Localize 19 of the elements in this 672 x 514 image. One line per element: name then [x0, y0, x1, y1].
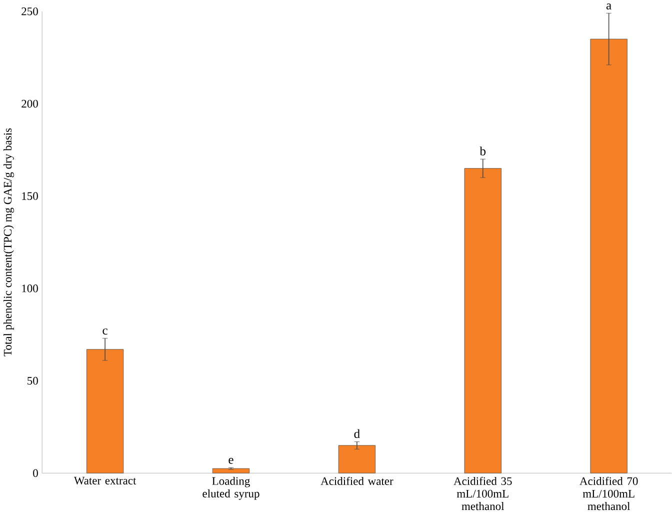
- x-tick-label: Acidified 35 mL/100mL methanol: [454, 477, 512, 510]
- y-tick-label: 150: [22, 192, 38, 200]
- y-tick-label: 200: [22, 100, 38, 108]
- y-tick-label: 100: [22, 284, 38, 292]
- bar: [338, 445, 376, 474]
- bar: [212, 468, 250, 474]
- y-axis-title: Total phenolic content(TPC) mg GAE/g dry basis: [4, 128, 14, 356]
- y-tick-label: 250: [22, 8, 38, 16]
- x-tick-label: Acidified 70 mL/100mL methanol: [580, 477, 638, 510]
- y-tick-label: 0: [33, 469, 38, 478]
- annotation: b: [480, 146, 486, 156]
- annotation: a: [606, 4, 612, 10]
- annotation: e: [228, 458, 234, 464]
- annotation: c: [102, 328, 108, 335]
- y-tick-label: 50: [28, 377, 38, 385]
- x-tick-label: Loading eluted syrup: [202, 477, 260, 500]
- annotation: d: [354, 429, 360, 438]
- x-tick-label: Acidified water: [320, 477, 394, 486]
- x-tick-label: Water extract: [74, 477, 136, 485]
